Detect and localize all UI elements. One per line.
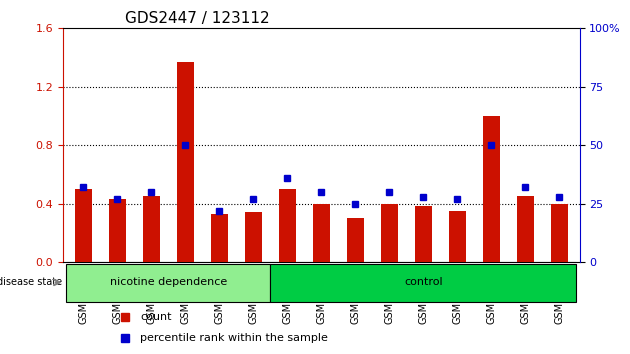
FancyBboxPatch shape: [270, 264, 576, 302]
Bar: [75, 189, 92, 262]
Bar: [211, 214, 228, 262]
Text: percentile rank within the sample: percentile rank within the sample: [140, 333, 328, 343]
Bar: [483, 116, 500, 262]
FancyBboxPatch shape: [66, 264, 270, 302]
Text: count: count: [140, 312, 172, 322]
Bar: [346, 218, 364, 262]
Bar: [177, 62, 194, 262]
Text: control: control: [404, 277, 442, 287]
Bar: [381, 204, 398, 262]
Bar: [109, 199, 126, 262]
Text: nicotine dependence: nicotine dependence: [110, 277, 227, 287]
Text: disease state: disease state: [0, 277, 62, 287]
Bar: [551, 204, 568, 262]
Bar: [279, 189, 296, 262]
Bar: [313, 204, 329, 262]
Bar: [517, 196, 534, 262]
Bar: [415, 206, 432, 262]
Bar: [449, 211, 466, 262]
Text: GDS2447 / 123112: GDS2447 / 123112: [125, 11, 270, 26]
Bar: [143, 196, 160, 262]
Bar: [245, 212, 262, 262]
